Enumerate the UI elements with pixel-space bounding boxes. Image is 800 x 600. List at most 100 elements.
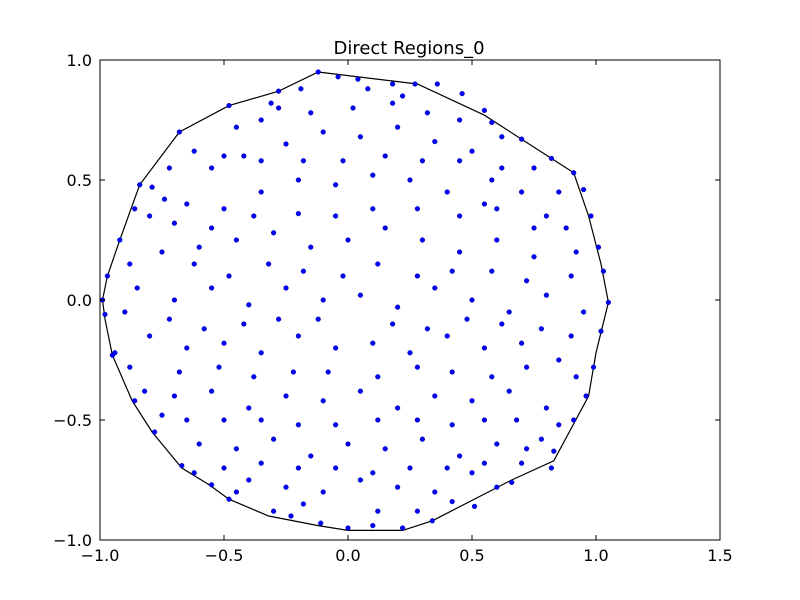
scatter-point bbox=[407, 177, 413, 183]
scatter-point bbox=[523, 364, 530, 370]
x-axis: −1.0 −0.5 0.0 0.5 1.0 1.5 bbox=[81, 60, 733, 565]
scatter-point bbox=[357, 477, 364, 483]
scatter-point bbox=[432, 285, 438, 291]
scatter-point bbox=[531, 254, 537, 260]
scatter-point bbox=[271, 436, 277, 442]
scatter-point bbox=[179, 463, 185, 469]
scatter-point bbox=[122, 309, 128, 315]
scatter-point bbox=[258, 350, 264, 356]
scatter-point bbox=[543, 292, 550, 298]
scatter-point bbox=[432, 393, 438, 399]
scatter-point bbox=[518, 340, 525, 346]
scatter-point bbox=[494, 206, 500, 212]
scatter-point bbox=[494, 484, 500, 490]
scatter-point bbox=[147, 213, 153, 219]
scatter-point bbox=[132, 206, 138, 212]
scatter-point bbox=[283, 285, 289, 291]
scatter-point bbox=[258, 117, 264, 123]
scatter-point bbox=[499, 134, 505, 140]
scatter-point bbox=[209, 285, 215, 291]
scatter-point bbox=[258, 417, 264, 423]
scatter-point bbox=[226, 102, 232, 109]
scatter-point bbox=[590, 364, 597, 370]
scatter-point bbox=[543, 213, 550, 219]
scatter-point bbox=[290, 369, 297, 375]
scatter-point bbox=[370, 206, 376, 212]
scatter-point bbox=[499, 321, 505, 327]
scatter-point bbox=[548, 155, 555, 162]
scatter-point bbox=[325, 369, 331, 375]
scatter-point bbox=[489, 119, 495, 126]
scatter-point bbox=[209, 482, 215, 488]
scatter-point bbox=[191, 261, 197, 267]
scatter-point bbox=[395, 124, 401, 130]
scatter-point bbox=[481, 201, 488, 207]
scatter-point bbox=[166, 316, 173, 322]
scatter-point bbox=[548, 465, 555, 471]
scatter-point bbox=[457, 117, 463, 123]
scatter-point bbox=[449, 422, 455, 428]
scatter-point bbox=[489, 177, 495, 183]
scatter-point bbox=[355, 76, 361, 82]
scatter-point bbox=[112, 350, 118, 356]
scatter-point bbox=[375, 261, 381, 267]
scatter-point bbox=[444, 333, 450, 339]
scatter-point bbox=[494, 441, 500, 447]
scatter-point bbox=[295, 177, 302, 183]
scatter-point bbox=[598, 328, 604, 334]
scatter-point bbox=[469, 398, 475, 404]
scatter-point bbox=[246, 477, 252, 483]
scatter-point bbox=[481, 345, 488, 351]
scatter-point bbox=[147, 333, 153, 339]
scatter-point bbox=[300, 268, 307, 274]
scatter-point bbox=[288, 513, 294, 519]
scatter-point bbox=[159, 249, 165, 255]
y-axis: −1.0 −0.5 0.0 0.5 1.0 bbox=[53, 51, 720, 550]
scatter-point bbox=[407, 350, 413, 356]
scatter-point bbox=[375, 508, 381, 514]
scatter-point bbox=[276, 105, 282, 111]
scatter-point bbox=[459, 90, 465, 97]
scatter-point bbox=[471, 503, 478, 510]
scatter-point bbox=[506, 388, 512, 394]
scatter-point bbox=[184, 417, 190, 423]
scatter-point bbox=[556, 189, 562, 195]
scatter-point bbox=[335, 74, 341, 80]
scatter-point bbox=[571, 170, 577, 176]
scatter-point bbox=[127, 364, 133, 370]
scatter-point bbox=[295, 465, 302, 471]
scatter-point bbox=[449, 369, 455, 375]
scatter-point bbox=[523, 446, 530, 452]
scatter-point bbox=[241, 321, 247, 327]
scatter-point bbox=[271, 508, 277, 514]
scatter-point bbox=[159, 412, 165, 418]
scatter-point bbox=[221, 340, 227, 346]
scatter-point bbox=[395, 304, 401, 310]
scatter-point bbox=[171, 393, 178, 399]
scatter-point bbox=[241, 153, 247, 159]
scatter-point bbox=[518, 460, 525, 466]
scatter-point bbox=[246, 302, 252, 308]
scatter-point bbox=[580, 309, 587, 315]
hull-layer bbox=[101, 71, 610, 532]
scatter-point bbox=[531, 225, 537, 231]
scatter-point bbox=[414, 417, 421, 423]
x-tick-label: 0.5 bbox=[459, 546, 484, 565]
scatter-point bbox=[370, 172, 376, 178]
scatter-point bbox=[543, 405, 550, 411]
scatter-point bbox=[345, 525, 351, 531]
scatter-point bbox=[283, 393, 289, 399]
scatter-point bbox=[414, 364, 421, 370]
scatter-point bbox=[333, 182, 339, 188]
scatter-point bbox=[395, 484, 401, 490]
scatter-point bbox=[414, 273, 421, 279]
scatter-point bbox=[432, 489, 438, 495]
scatter-point bbox=[469, 297, 475, 303]
scatter-point bbox=[333, 213, 339, 219]
scatter-point bbox=[390, 321, 396, 327]
scatter-point bbox=[176, 129, 183, 135]
scatter-point bbox=[184, 345, 190, 351]
scatter-point bbox=[315, 316, 321, 322]
scatter-point bbox=[390, 81, 396, 87]
